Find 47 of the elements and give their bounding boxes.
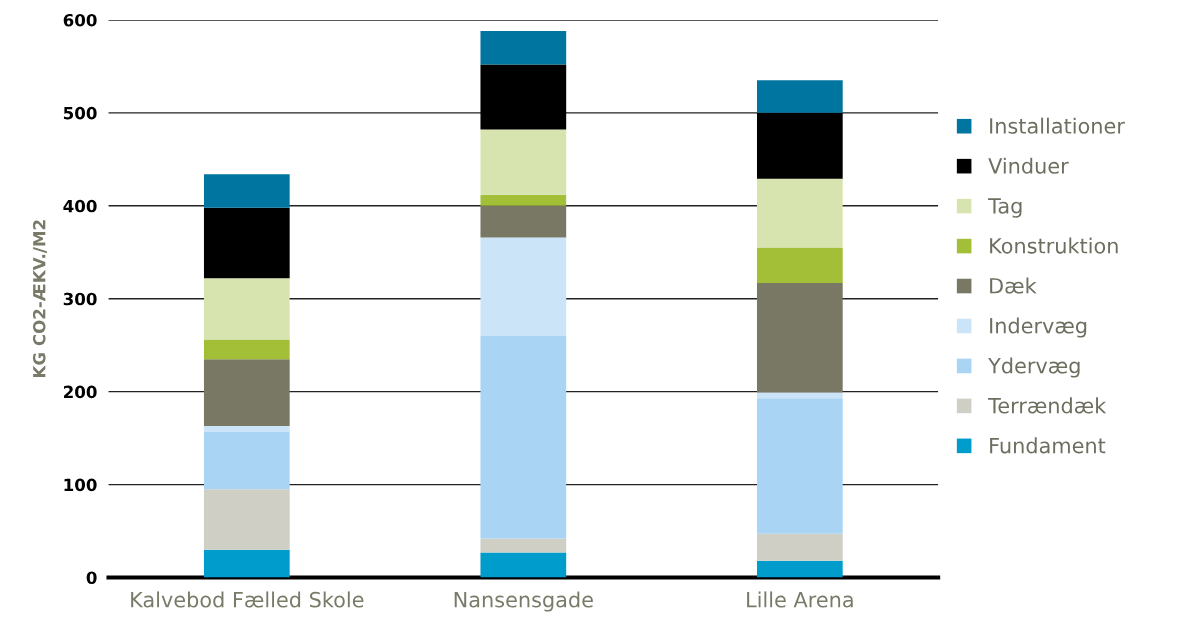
legend-label: Konstruktion [990, 237, 1118, 254]
x-tick-label: Nansensgade [454, 591, 593, 612]
bar [756, 178, 843, 248]
bar [203, 174, 290, 208]
bar [480, 64, 567, 130]
bar [480, 31, 567, 65]
bar [756, 398, 843, 534]
bar [756, 80, 843, 113]
bar [756, 533, 843, 561]
y-tick-label: 300 [63, 292, 97, 306]
y-tick-label: 100 [64, 478, 97, 492]
bar [203, 278, 290, 340]
bar [480, 538, 567, 553]
legend-label: Tag [988, 198, 1022, 218]
y-tick-label: 600 [63, 13, 97, 27]
bar [203, 426, 290, 432]
bar [480, 129, 567, 195]
bar [756, 247, 843, 283]
legend-label: Dæk [990, 277, 1037, 294]
bar [203, 489, 290, 550]
bar [756, 392, 843, 399]
x-tick-label: Lille Arena [747, 591, 853, 608]
bar [480, 552, 567, 578]
bar [756, 282, 843, 393]
bar [480, 194, 567, 206]
legend-label: Indervæg [990, 317, 1087, 338]
legend-label: Vinduer [988, 157, 1069, 174]
legend-label: Terrændæk [988, 397, 1107, 414]
bar [480, 237, 567, 336]
y-axis-title: KG CO2-ÆKV./M2 [32, 220, 47, 378]
bar [203, 431, 290, 490]
y-tick-label: 200 [63, 385, 97, 399]
legend-label: Ydervæg [988, 357, 1080, 378]
legend-label: Installationer [990, 117, 1125, 134]
bar [203, 207, 290, 279]
x-tick-label: Kalvebod Fælled Skole [131, 591, 364, 608]
y-tick-label: 500 [63, 106, 97, 120]
bar [480, 205, 567, 238]
legend-label: Fundament [990, 437, 1106, 454]
y-tick-label: 400 [63, 199, 97, 213]
bar [203, 549, 290, 578]
bar [480, 335, 567, 539]
bar [203, 359, 290, 427]
y-tick-label: 0 [86, 571, 97, 585]
bar [756, 112, 843, 179]
bar [756, 560, 843, 578]
bar [203, 339, 290, 360]
